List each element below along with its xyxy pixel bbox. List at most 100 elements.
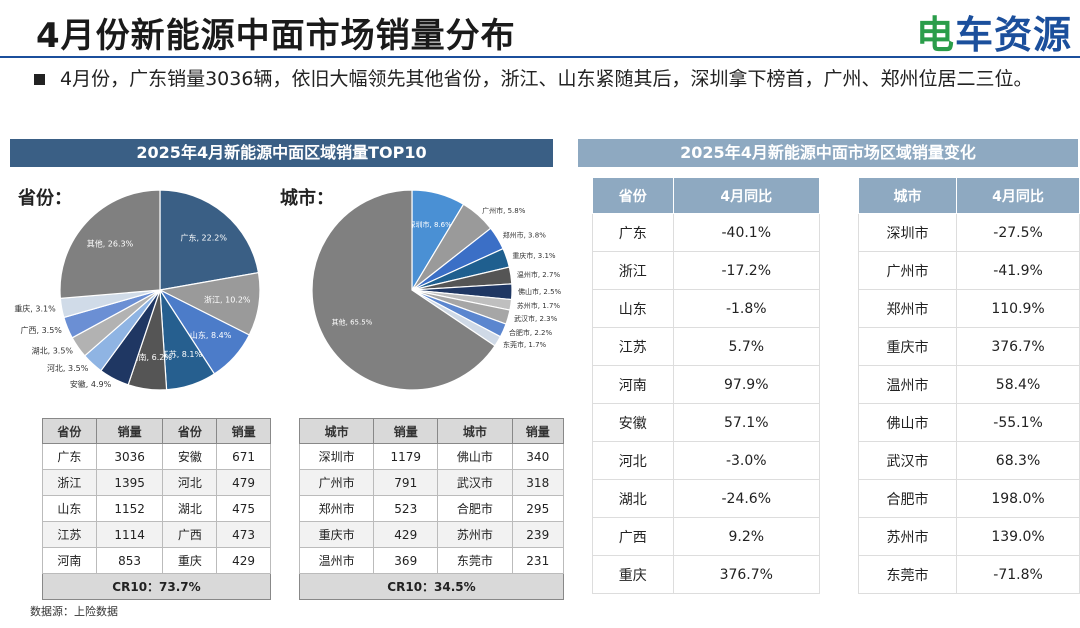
table-row: 温州市 369 东莞市 231 [298, 547, 565, 574]
table-cell: 武汉市 [437, 469, 513, 496]
table-cell: 江苏 [42, 521, 97, 548]
table-row: 山东 1152 湖北 475 [42, 495, 271, 522]
table-row: 广州市 791 武汉市 318 [298, 469, 565, 496]
table-cell: 东莞市 [437, 547, 513, 574]
pie-data-label: 河南, 6.2% [131, 352, 173, 362]
top10-banner: 2025年4月新能源中面区域销量TOP10 [10, 139, 553, 167]
pie-data-label: 重庆市, 3.1% [512, 251, 556, 260]
city-section-label: 城市： [280, 188, 334, 209]
pie-data-label: 深圳市, 8.6% [409, 220, 453, 229]
table-cell: 671 [216, 443, 271, 470]
table-cell: 523 [373, 495, 439, 522]
table-cell: 58.4% [956, 365, 1080, 404]
table-cell: 295 [511, 495, 565, 522]
table-header: 销量 [95, 418, 164, 444]
table-cell: 239 [511, 521, 565, 548]
table-header: 省份 [162, 418, 218, 444]
table-cell: 475 [216, 495, 271, 522]
table-cell: 重庆市 [857, 327, 958, 366]
table-row: 温州市 58.4% [857, 365, 1080, 404]
city-change-table: 城市 4月同比 深圳市 -27.5% 广州市 -41.9% 郑州市 110.9% 重庆市 37… [857, 177, 1080, 594]
table-cell: 湖北 [162, 495, 218, 522]
table-cell: 1395 [95, 469, 164, 496]
data-source-note: 数据源：上险数据 [30, 605, 118, 618]
pie-data-label: 苏州市, 1.7% [517, 301, 561, 310]
table-cell: 369 [373, 547, 439, 574]
table-cell: -24.6% [673, 479, 821, 518]
cr10-value: CR10：73.7% [42, 573, 271, 600]
table-cell: 231 [511, 547, 565, 574]
table-cell: 温州市 [298, 547, 375, 574]
table-cell: 武汉市 [857, 441, 958, 480]
province-pie-chart: 广东, 22.2% 浙江, 10.2% 山东, 8.4% 江苏, 8.1%河南, 6.… [14, 189, 261, 391]
table-cell: 1114 [95, 521, 164, 548]
pie-data-label: 广东, 22.2% [180, 233, 227, 243]
cr10-row: CR10：34.5% [299, 573, 564, 600]
table-row: 广东 -40.1% [592, 213, 821, 252]
pie-data-label: 山东, 8.4% [190, 330, 232, 340]
table-cell: -71.8% [956, 555, 1080, 594]
table-cell: 广东 [42, 443, 97, 470]
table-row: 合肥市 198.0% [857, 479, 1080, 518]
table-row: 广州市 -41.9% [857, 251, 1080, 290]
bullet-square-icon [34, 74, 45, 85]
table-cell: 广州市 [298, 469, 375, 496]
pie-data-label: 湖北, 3.5% [32, 346, 74, 355]
table-cell: 429 [373, 521, 439, 548]
table-cell: 376.7% [956, 327, 1080, 366]
table-header: 省份 [42, 418, 97, 444]
table-cell: 791 [373, 469, 439, 496]
table-cell: 浙江 [592, 251, 674, 290]
table-row: 重庆 376.7% [592, 555, 821, 594]
table-header: 4月同比 [956, 177, 1080, 214]
pie-data-label: 江苏, 8.1% [161, 349, 203, 359]
pie-data-label: 合肥市, 2.2% [509, 328, 553, 337]
table-row: 浙江 1395 河北 479 [42, 469, 271, 496]
table-cell: 温州市 [857, 365, 958, 404]
table-cell: 198.0% [956, 479, 1080, 518]
pie-data-label: 广州市, 5.8% [482, 206, 526, 215]
pie-data-label: 广西, 3.5% [20, 325, 62, 335]
pie-data-label: 温州市, 2.7% [517, 270, 561, 279]
summary-text: 4月份，广东销量3036辆，依旧大幅领先其他省份，浙江、山东紧随其后，深圳拿下榜… [60, 68, 1033, 90]
table-cell: 合肥市 [857, 479, 958, 518]
table-header: 省份 [592, 177, 674, 214]
table-cell: 合肥市 [437, 495, 513, 522]
table-row: 广东 3036 安徽 671 [42, 443, 271, 470]
table-cell: 河南 [592, 365, 674, 404]
table-row: 河南 97.9% [592, 365, 821, 404]
table-header: 销量 [216, 418, 271, 444]
table-row: 河南 853 重庆 429 [42, 547, 271, 574]
table-cell: -17.2% [673, 251, 821, 290]
table-row: 深圳市 -27.5% [857, 213, 1080, 252]
table-row: 安徽 57.1% [592, 403, 821, 442]
logo-prefix: 电 [915, 13, 955, 57]
table-cell: 重庆 [162, 547, 218, 574]
brand-logo: 电车资源 [916, 4, 1072, 59]
table-cell: 山东 [42, 495, 97, 522]
table-cell: 473 [216, 521, 271, 548]
table-cell: 河北 [162, 469, 218, 496]
table-cell: 广西 [592, 517, 674, 556]
province-sales-table: 省份 销量 省份 销量 广东 3036 安徽 671 浙江 1395 河北 479 山东 11… [42, 418, 271, 600]
table-header: 4月同比 [672, 177, 821, 214]
table-row: 浙江 -17.2% [592, 251, 821, 290]
table-row: 东莞市 -71.8% [857, 555, 1080, 594]
table-cell: 江苏 [592, 327, 674, 366]
table-cell: 139.0% [956, 517, 1080, 556]
table-row: 重庆市 376.7% [857, 327, 1080, 366]
table-cell: 68.3% [956, 441, 1080, 480]
table-cell: 3036 [95, 443, 164, 470]
pie-data-label: 河北, 3.5% [47, 363, 89, 373]
table-cell: 1179 [373, 443, 439, 470]
title-divider [0, 56, 1080, 58]
pie-data-label: 东莞市, 1.7% [503, 340, 547, 349]
pie-data-label: 重庆, 3.1% [14, 304, 56, 314]
table-cell: -40.1% [673, 213, 821, 252]
table-cell: 浙江 [42, 469, 97, 496]
table-cell: 318 [511, 469, 565, 496]
table-cell: 1152 [95, 495, 164, 522]
table-cell: 河北 [592, 441, 674, 480]
table-cell: -3.0% [673, 441, 821, 480]
table-cell: 479 [216, 469, 271, 496]
